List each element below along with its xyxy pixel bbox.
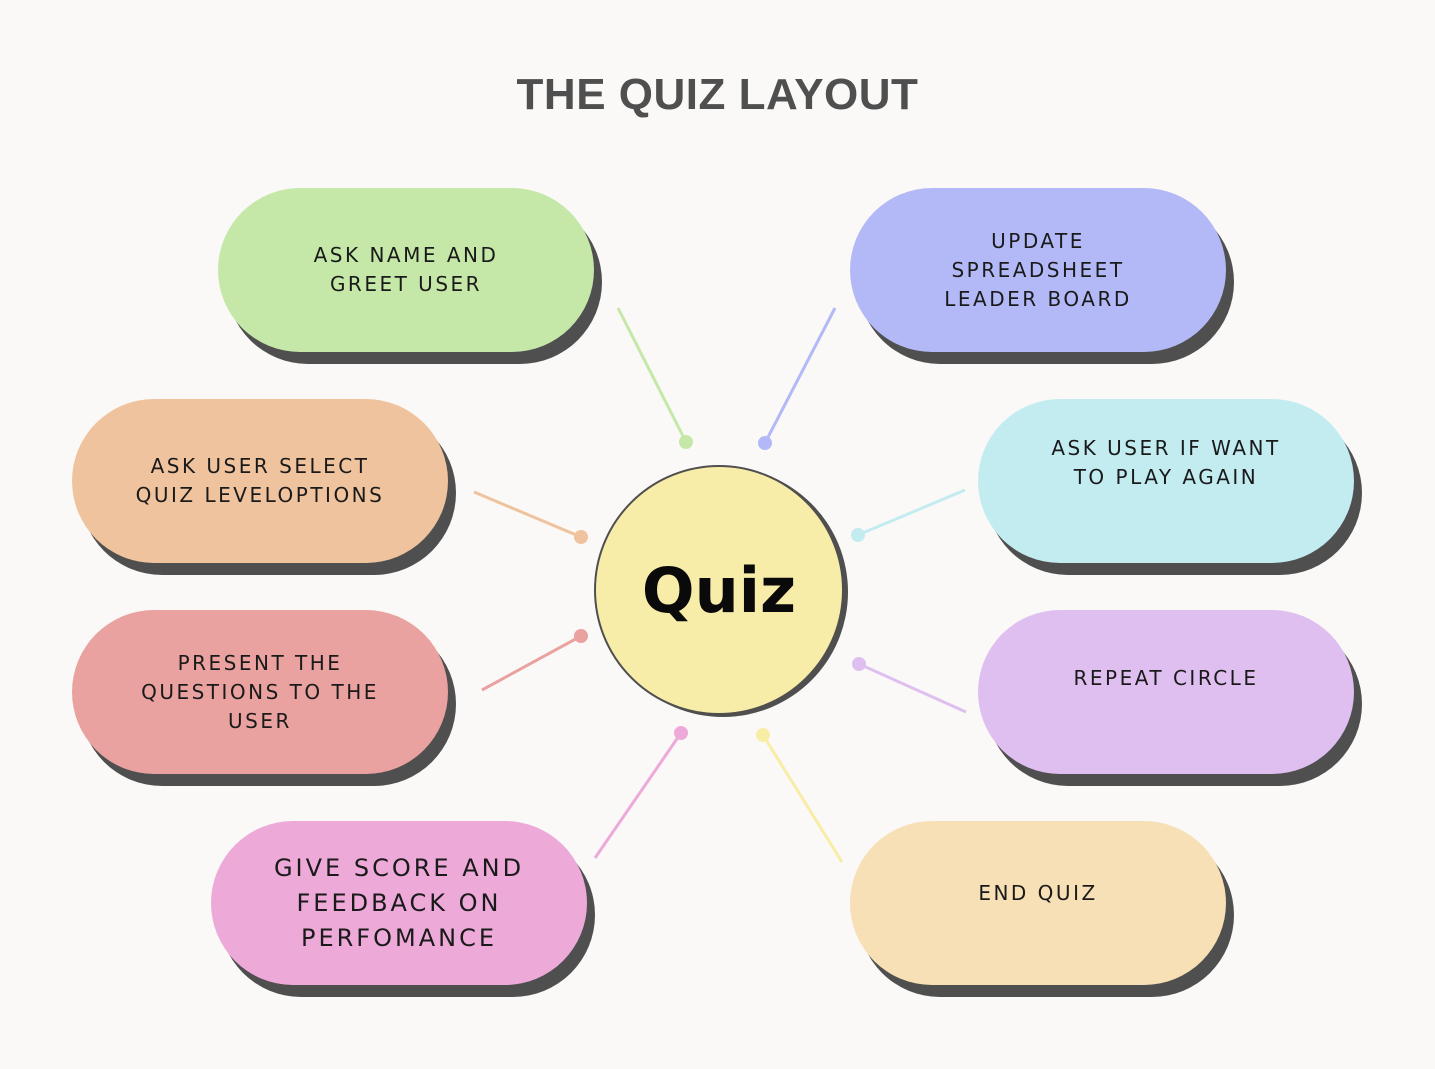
- connector-present-questions: [481, 629, 588, 692]
- connector-dot: [852, 657, 866, 671]
- node-label: PRESENT THE QUESTIONS TO THE USER: [141, 650, 379, 733]
- connector-line: [481, 634, 582, 692]
- node-end-quiz: END QUIZ: [850, 821, 1226, 985]
- connector-line: [473, 490, 582, 539]
- hub-label: Quiz: [641, 553, 797, 627]
- connector-update-spreadsheet: [758, 307, 837, 450]
- connector-give-score: [593, 726, 688, 859]
- node-label: ASK USER IF WANT TO PLAY AGAIN: [1051, 436, 1281, 489]
- node-give-score: GIVE SCORE AND FEEDBACK ON PERFOMANCE: [211, 821, 587, 985]
- diagram-title: THE QUIZ LAYOUT: [516, 70, 919, 119]
- connector-dot: [758, 436, 772, 450]
- node-play-again: ASK USER IF WANT TO PLAY AGAIN: [978, 399, 1354, 563]
- node-repeat-circle: REPEAT CIRCLE: [978, 610, 1354, 774]
- node-present-questions: PRESENT THE QUESTIONS TO THE USER: [72, 610, 448, 774]
- connector-ask-name: [616, 307, 693, 449]
- connector-line: [858, 662, 967, 714]
- node-label: END QUIZ: [978, 880, 1098, 905]
- connector-dot: [574, 530, 588, 544]
- node-update-spreadsheet: UPDATE SPREADSHEET LEADER BOARD: [850, 188, 1226, 352]
- hub-circle: Quiz: [594, 465, 844, 715]
- connector-end-quiz: [756, 728, 844, 863]
- node-select-level: ASK USER SELECT QUIZ LEVELOPTIONS: [72, 399, 448, 563]
- connector-line: [616, 307, 688, 443]
- node-label: REPEAT CIRCLE: [1073, 665, 1259, 690]
- connector-dot: [674, 726, 688, 740]
- connector-line: [763, 307, 837, 444]
- node-label: ASK USER SELECT QUIZ LEVELOPTIONS: [135, 454, 385, 507]
- node-ask-name: ASK NAME AND GREET USER: [218, 188, 594, 352]
- connector-dot: [756, 728, 770, 742]
- connector-select-level: [473, 490, 588, 544]
- connector-line: [857, 488, 966, 537]
- node-label: GIVE SCORE AND FEEDBACK ON PERFOMANCE: [273, 853, 525, 952]
- node-label: UPDATE SPREADSHEET LEADER BOARD: [944, 228, 1132, 311]
- connector-line: [761, 734, 844, 863]
- connector-line: [593, 732, 683, 859]
- connector-dot: [851, 528, 865, 542]
- node-label: ASK NAME AND GREET USER: [313, 243, 499, 296]
- connector-dot: [679, 435, 693, 449]
- connector-dot: [574, 629, 588, 643]
- connector-play-again: [851, 488, 966, 542]
- connector-repeat-circle: [852, 657, 967, 714]
